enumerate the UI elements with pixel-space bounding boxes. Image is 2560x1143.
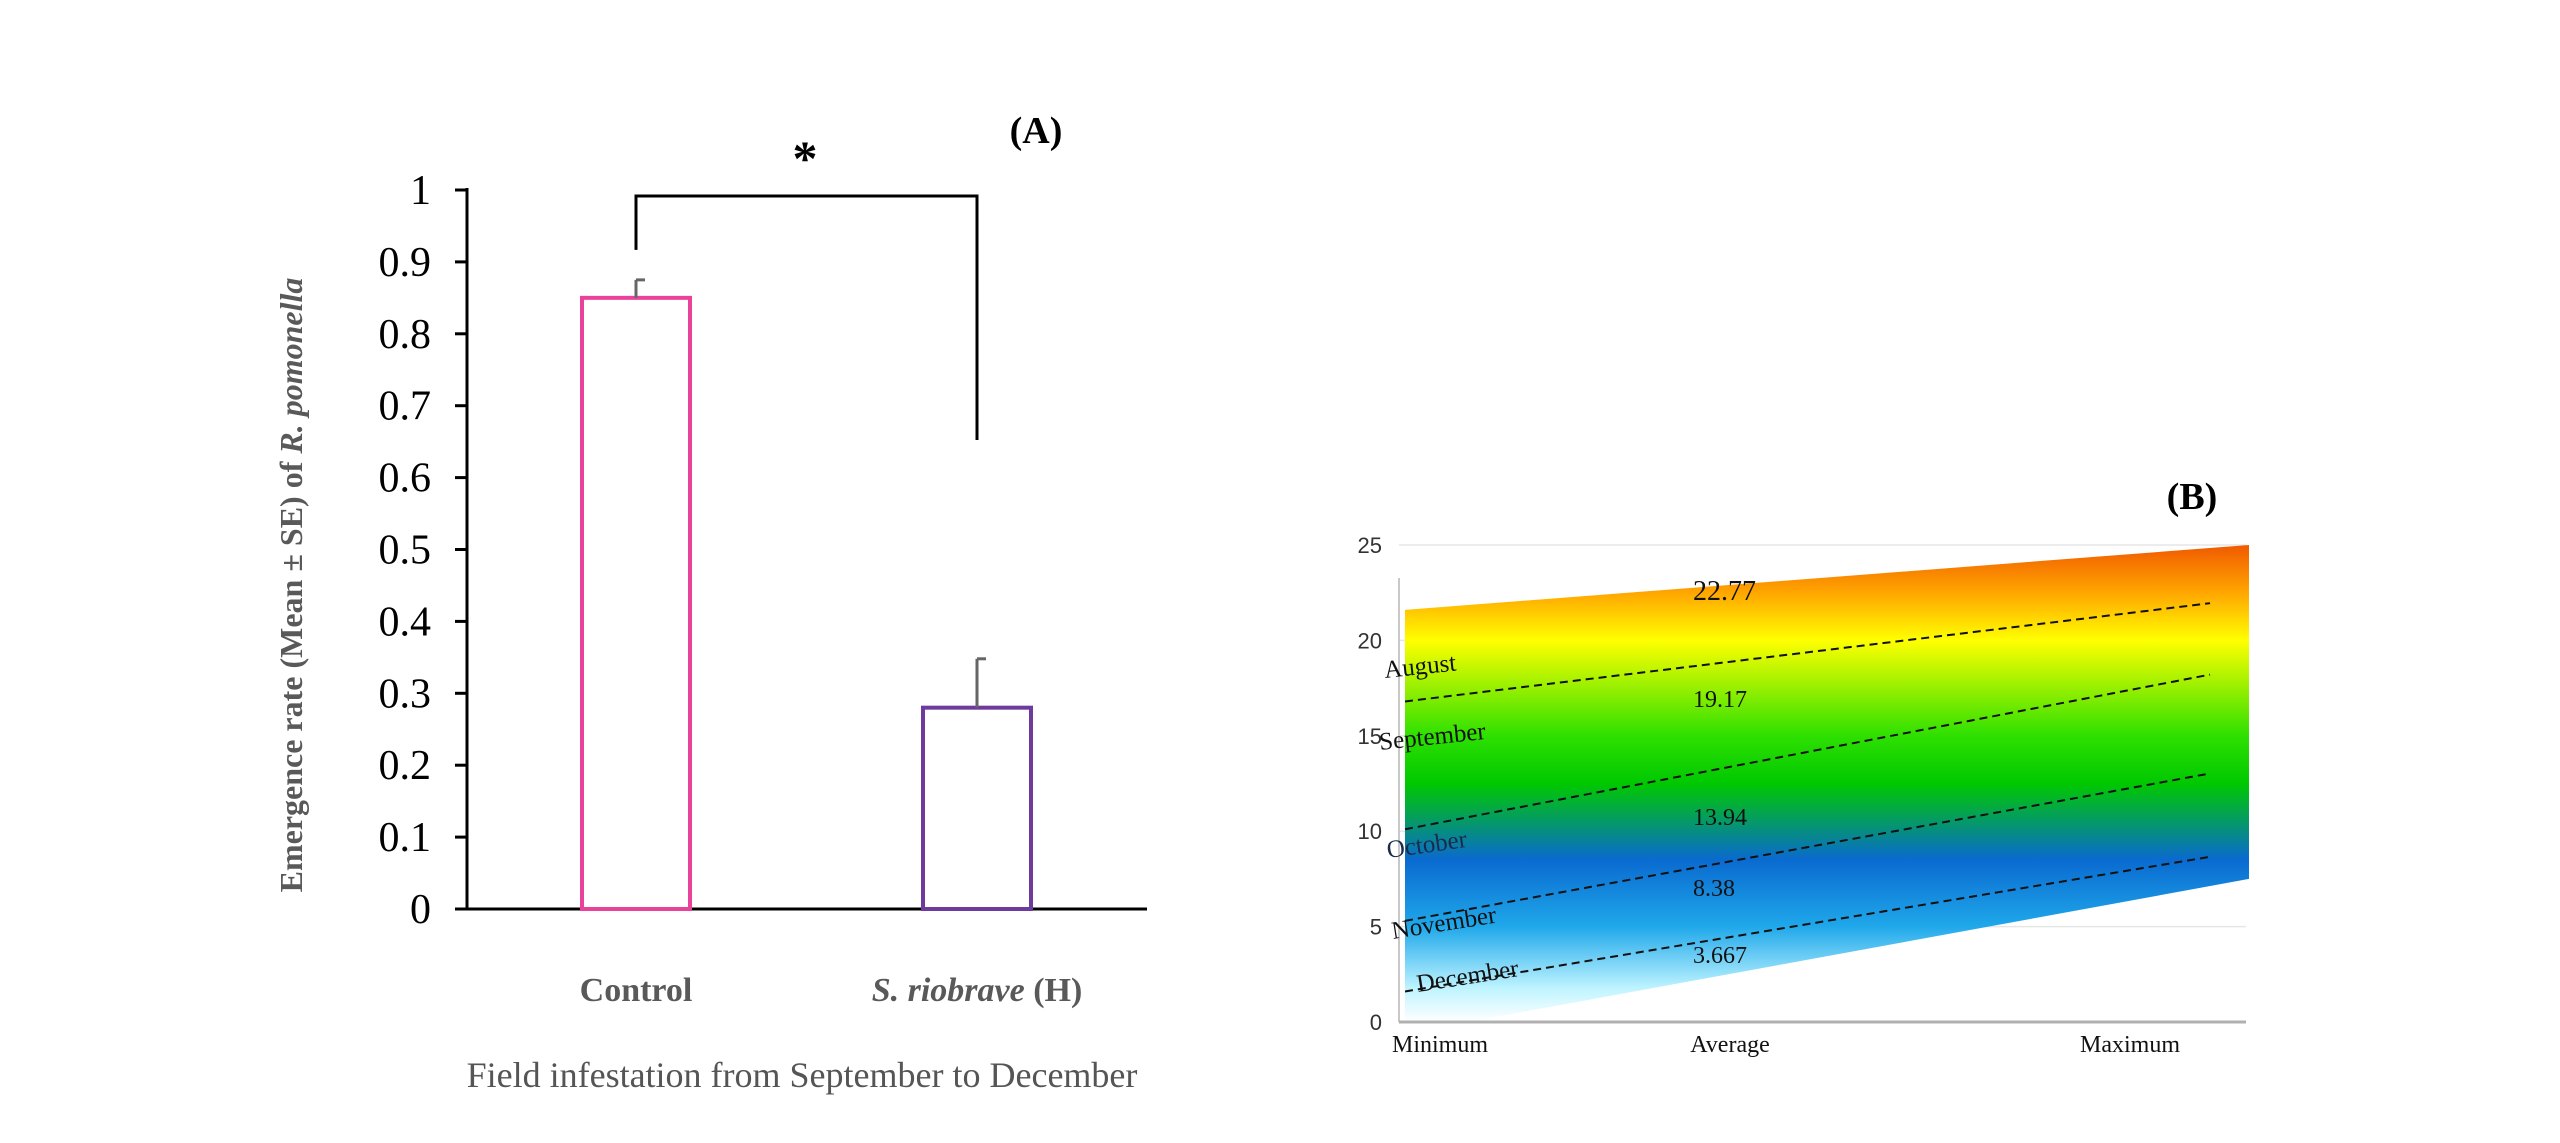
month-label: September [1378, 718, 1488, 756]
month-label: August [1383, 650, 1458, 684]
significance-marker: * [793, 130, 818, 186]
panel-label-a: (A) [1010, 110, 1063, 152]
chart-a: 0 0.1 0.2 0.3 0.4 0.5 0.6 0.7 0.8 0.9 1 * (A) Control… [273, 110, 1147, 1095]
x-category-label: S. riobrave (H) [872, 972, 1083, 1009]
month-label: November [1390, 902, 1499, 945]
boundary-line [1404, 772, 2211, 922]
average-value-label: 8.38 [1693, 876, 1735, 902]
average-value-label: 13.94 [1693, 805, 1747, 831]
y-axis-title: Emergence rate (Mean ± SE) of R. pomonel… [273, 278, 309, 893]
boundary-line [1404, 602, 2211, 703]
average-value-label: 22.77 [1693, 576, 1756, 607]
y-tick-label: 10 [1358, 819, 1382, 844]
y-tick-label: 25 [1358, 533, 1382, 558]
month-label: October [1385, 826, 1469, 864]
bar [921, 705, 1033, 911]
significance-bracket [634, 194, 979, 440]
x-category-label: Minimum [1392, 1032, 1488, 1058]
average-value-label: 3.667 [1693, 943, 1747, 969]
y-tick-label: 5 [1370, 915, 1382, 940]
y-tick-label: 15 [1358, 724, 1382, 749]
y-tick-label: 0.6 [379, 456, 432, 502]
y-axis-title-species: R. pomonella [273, 278, 309, 455]
y-tick-label: 0.4 [379, 599, 432, 645]
boundary-line [1404, 673, 2211, 831]
y-axis-title-text: Emergence rate (Mean ± SE) of [273, 454, 309, 893]
y-tick-label: 0.1 [379, 815, 432, 861]
x-category-label: Average [1690, 1032, 1770, 1058]
temperature-area [1405, 545, 2249, 1022]
x-category-label: Control [580, 972, 693, 1009]
x-category-label-part: (H) [1025, 972, 1083, 1009]
y-tick-label: 0 [1370, 1010, 1382, 1035]
y-tick-label: 1 [410, 168, 431, 214]
y-tick-label: 0.3 [379, 671, 432, 717]
y-tick-label: 0.9 [379, 240, 432, 286]
average-value-label: 19.17 [1693, 687, 1747, 713]
x-category-label-part: S. riobrave [872, 972, 1025, 1009]
y-tick-label: 0.5 [379, 528, 432, 574]
x-category-label-part: Control [580, 972, 693, 1009]
y-tick-label: 0 [410, 887, 431, 933]
y-tick-label: 0.8 [379, 312, 432, 358]
y-tick-label: 0.2 [379, 743, 432, 789]
month-label: December [1415, 955, 1521, 998]
bar [580, 295, 692, 912]
y-tick-label: 0.7 [379, 384, 432, 430]
panel-label-b: (B) [2167, 476, 2218, 518]
y-tick-label: 20 [1358, 628, 1382, 653]
x-category-label: Maximum [2080, 1032, 2180, 1058]
x-axis-title: Field infestation from September to Dece… [467, 1055, 1138, 1095]
boundary-line [1404, 855, 2211, 993]
